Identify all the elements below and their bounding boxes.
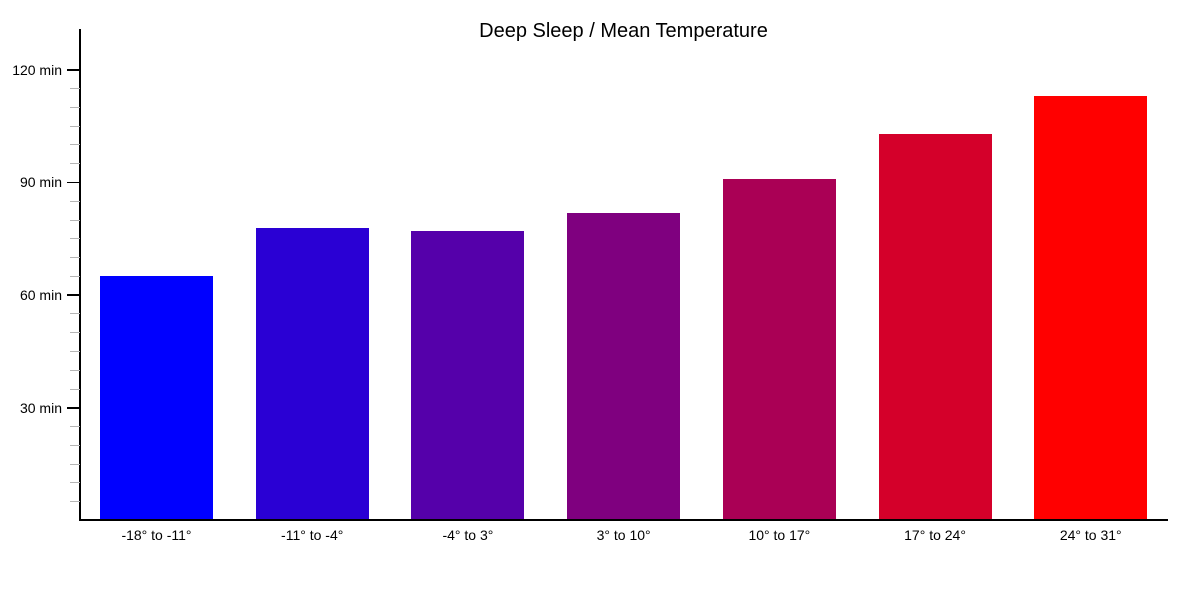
chart-title: Deep Sleep / Mean Temperature: [479, 20, 768, 42]
y-major-tick: [67, 294, 80, 296]
y-tick-label: 90 min: [19, 174, 62, 191]
y-minor-tick: [70, 200, 80, 202]
x-tick-label: 24° to 31°: [1059, 527, 1122, 543]
bar-1: [100, 276, 213, 519]
y-minor-tick: [70, 219, 80, 221]
y-major-tick: [67, 69, 80, 71]
x-axis-line: [79, 518, 1168, 521]
y-minor-tick: [70, 106, 80, 108]
y-tick-label: 30 min: [19, 399, 62, 416]
y-major-tick: [67, 407, 80, 409]
y-minor-tick: [70, 463, 80, 465]
x-tick-label: 10° to 17°: [748, 527, 811, 543]
y-minor-tick: [70, 144, 80, 146]
y-minor-tick: [70, 163, 80, 165]
bar-7: [1034, 96, 1148, 519]
x-tick-label: 3° to 10°: [596, 527, 651, 543]
bar-6: [878, 133, 992, 519]
bar-3: [411, 231, 525, 519]
y-minor-tick: [70, 482, 80, 484]
y-minor-tick: [70, 444, 80, 446]
y-minor-tick: [70, 332, 80, 334]
x-tick-label: -4° to 3°: [442, 527, 494, 543]
x-tick-label: 17° to 24°: [904, 527, 966, 543]
y-tick-label: 60 min: [19, 287, 62, 304]
y-minor-tick: [70, 275, 80, 277]
bar-2: [255, 227, 369, 519]
y-minor-tick: [70, 125, 80, 127]
bar-4: [567, 212, 681, 519]
x-tick-label: -18° to -11°: [121, 527, 192, 543]
y-minor-tick: [70, 88, 80, 90]
y-minor-tick: [70, 350, 80, 352]
y-minor-tick: [70, 238, 80, 240]
x-tick-label: -11° to -4°: [281, 527, 344, 543]
y-minor-tick: [70, 257, 80, 259]
y-major-tick: [67, 181, 80, 184]
bar-5: [722, 178, 836, 519]
y-minor-tick: [70, 426, 80, 428]
y-minor-tick: [70, 388, 80, 390]
y-minor-tick: [70, 369, 80, 371]
y-minor-tick: [70, 501, 80, 503]
y-axis-line: [79, 29, 81, 521]
y-tick-label: 120 min: [12, 61, 62, 78]
y-minor-tick: [70, 313, 80, 315]
